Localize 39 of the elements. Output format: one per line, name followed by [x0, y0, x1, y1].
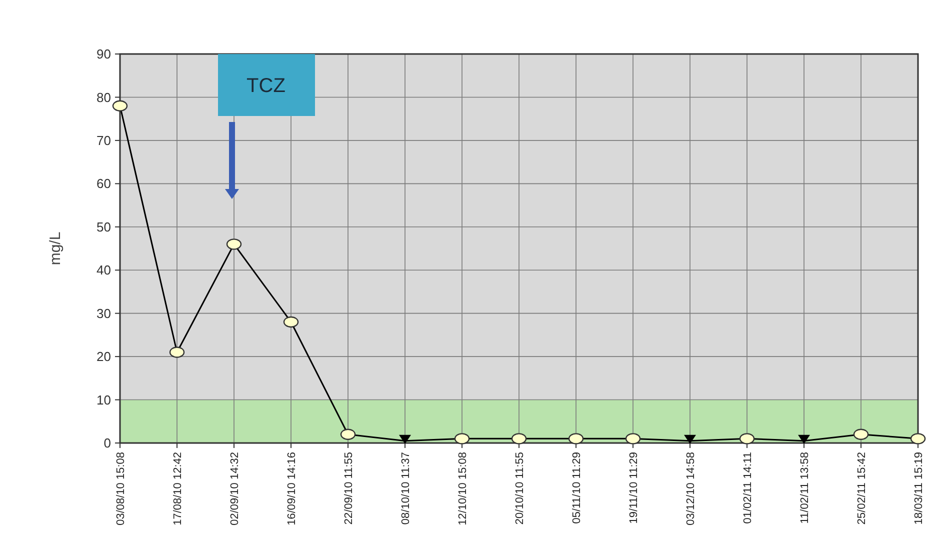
point — [853, 428, 869, 440]
x-tick-label: 02/09/10 14:32 — [229, 452, 241, 526]
point — [511, 433, 527, 444]
x-tick-label: 16/09/10 14:16 — [286, 452, 298, 526]
point — [454, 433, 470, 444]
point — [568, 433, 584, 444]
annotation: TCZ — [246, 75, 286, 97]
x-tick-label: 25/02/11 15:42 — [856, 452, 868, 525]
y-axis-title: mg/L — [47, 232, 64, 266]
point — [169, 346, 185, 358]
point — [226, 238, 242, 250]
x-tick-label: 01/02/11 14:11 — [742, 452, 754, 524]
point — [910, 433, 926, 444]
x-tick-label: 22/09/10 11:55 — [343, 452, 355, 525]
x-tick-label: 19/11/10 11:29 — [628, 452, 640, 524]
y-tick-label: 0 — [104, 436, 111, 451]
y-tick-label: 50 — [96, 219, 111, 234]
y-tick-label: 20 — [96, 349, 111, 364]
x-tick-label: 17/08/10 12:42 — [172, 452, 184, 526]
point — [340, 428, 356, 440]
x-tick-label: 08/10/10 11:37 — [400, 452, 412, 525]
y-tick-label: 30 — [96, 306, 111, 321]
point — [625, 433, 641, 444]
x-tick-label: 12/10/10 15:08 — [457, 452, 469, 526]
point — [112, 100, 128, 112]
x-tick-label: 18/03/11 15:19 — [913, 452, 925, 525]
x-tick-label: 11/02/11 13:58 — [799, 452, 811, 524]
x-tick-label: 05/11/10 11:29 — [571, 452, 583, 524]
y-tick-label: 70 — [96, 132, 111, 148]
point — [283, 316, 299, 328]
y-tick-label: 60 — [96, 176, 111, 192]
y-tick-label: 10 — [96, 392, 111, 408]
point — [739, 433, 755, 444]
y-tick-label: 40 — [96, 262, 111, 278]
y-tick-label: 80 — [96, 90, 111, 105]
x-tick-label: 03/12/10 14:58 — [685, 452, 697, 526]
x-tick-label: 20/10/10 11:55 — [514, 452, 526, 525]
x-tick-label: 03/08/10 15:08 — [115, 452, 127, 526]
y-tick-label: 90 — [96, 46, 111, 62]
